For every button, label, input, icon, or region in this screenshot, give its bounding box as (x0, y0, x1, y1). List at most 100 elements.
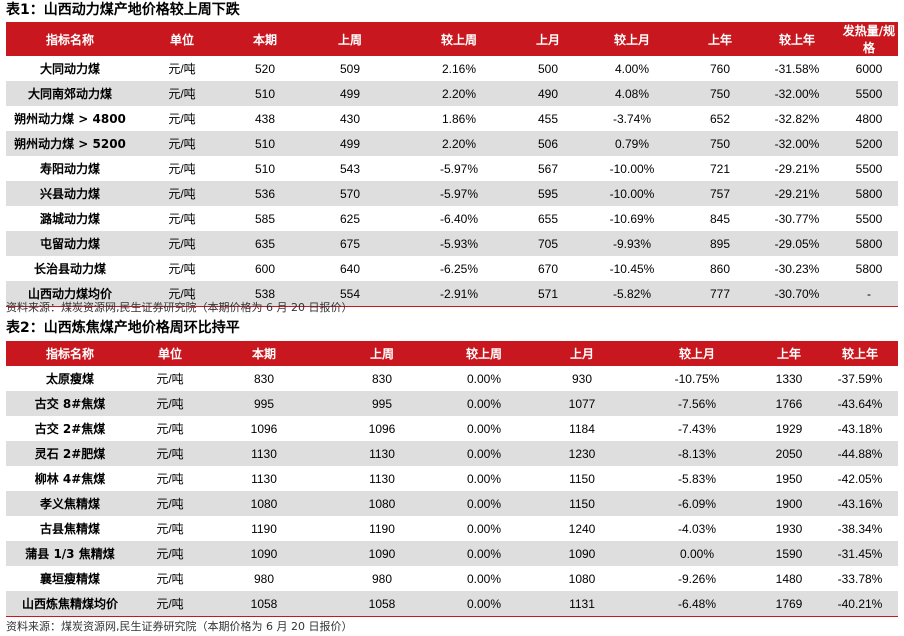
table-cell: 1090 (206, 541, 322, 566)
table-cell: 0.00% (466, 421, 502, 436)
row-label-cell: 潞城动力煤 (39, 212, 100, 226)
column-header: 单位 (134, 22, 230, 56)
table-cell: 1131 (526, 591, 638, 617)
table-cell: 1480 (775, 571, 803, 586)
table-cell: 1150 (526, 491, 638, 516)
table-cell: 元/吨 (134, 281, 230, 307)
table-cell: 670 (537, 261, 559, 276)
row-label-cell: 襄垣瘦精煤 (39, 572, 100, 586)
table-row: 古交 2#焦煤 元/吨 1096 1096 0.00% 1184 -7.43% 1929 -43… (6, 416, 898, 441)
table-row: 长治县动力煤 元/吨 600 640 -6.25% 670 -10.45% 860 -30.23… (6, 256, 898, 281)
table-cell: 1080 (206, 491, 322, 516)
table-cell: 543 (339, 161, 361, 176)
table-row: 太原瘦煤 元/吨 830 830 0.00% 930 -10.75% 1330 -37.59% (6, 366, 898, 391)
table-cell: 430 (339, 111, 361, 126)
table-cell: 5500 (855, 211, 883, 226)
row-label-cell: 寿阳动力煤 (39, 162, 100, 176)
row-label-cell: 山西炼焦精煤均价 (6, 591, 134, 617)
table-cell: 830 (371, 371, 393, 386)
row-label-cell: 朔州动力煤 > 4800 (14, 112, 126, 126)
column-header: 本期 (206, 341, 322, 366)
table-cell: -30.77% (774, 211, 820, 226)
table-cell: 595 (518, 181, 578, 206)
row-label-cell: 大同南郊动力煤 (6, 81, 134, 106)
table-cell: 1950 (775, 471, 803, 486)
table-cell: 2.16% (441, 61, 477, 76)
table-cell: 元/吨 (134, 181, 230, 206)
row-label-cell: 屯留动力煤 (6, 231, 134, 256)
table-cell: 5800 (855, 261, 883, 276)
table-cell: 571 (518, 281, 578, 307)
table-cell: 845 (709, 211, 731, 226)
table-cell: 1184 (569, 421, 595, 436)
table-cell: 1080 (568, 571, 596, 586)
table-cell: 625 (339, 211, 361, 226)
table-cell: 830 (253, 371, 275, 386)
table-cell: 2.20% (400, 81, 518, 106)
table-cell: -43.64% (822, 391, 898, 416)
table-cell: 895 (686, 231, 754, 256)
table-row: 兴县动力煤 元/吨 536 570 -5.97% 595 -10.00% 757 -29.21%… (6, 181, 898, 206)
table-cell: 1130 (369, 471, 395, 486)
table-cell: 元/吨 (134, 81, 230, 106)
table2-header-row: 指标名称 单位 本期 上周 较上周 上月 较上月 上年 较上年 (6, 341, 898, 366)
table-cell: -44.88% (822, 441, 898, 466)
table-cell: 4.00% (614, 61, 650, 76)
table-cell: 705 (518, 231, 578, 256)
table-cell: 757 (686, 181, 754, 206)
table-cell: 1590 (756, 541, 822, 566)
table-cell: 995 (322, 391, 442, 416)
row-label-cell: 古交 8#焦煤 (6, 391, 134, 416)
table-cell: 536 (230, 181, 300, 206)
table-cell: 655 (537, 211, 559, 226)
table1-title: 表1：山西动力煤产地价格较上周下跌 (6, 2, 240, 18)
table-cell: 2.20% (400, 131, 518, 156)
table-cell: 1190 (369, 521, 395, 536)
table-cell: 5200 (840, 131, 898, 156)
table-cell: 4.08% (578, 81, 686, 106)
table-cell: 1058 (322, 591, 442, 617)
table-cell: 860 (709, 261, 731, 276)
table-cell: 1130 (322, 441, 442, 466)
table-cell: 元/吨 (168, 162, 196, 176)
column-header: 发热量/规格 (840, 22, 898, 56)
table-cell: 675 (300, 231, 400, 256)
table-row: 襄垣瘦精煤 元/吨 980 980 0.00% 1080 -9.26% 1480 -33.78% (6, 566, 898, 591)
table-cell: 510 (230, 131, 300, 156)
table-cell: -9.26% (677, 571, 717, 586)
table-cell: -7.43% (677, 421, 717, 436)
table-row: 屯留动力煤 元/吨 635 675 -5.93% 705 -9.93% 895 -29.05% 5… (6, 231, 898, 256)
table-cell: -30.23% (774, 261, 820, 276)
table-row: 大同南郊动力煤 元/吨 510 499 2.20% 490 4.08% 750 -32.00% 5… (6, 81, 898, 106)
table-row: 朔州动力煤 > 4800 元/吨 438 430 1.86% 455 -3.74% 652 -3… (6, 106, 898, 131)
table-cell: -2.91% (400, 281, 518, 307)
table-cell: -10.00% (578, 181, 686, 206)
column-header: 上年 (686, 22, 754, 56)
table-cell: -6.48% (638, 591, 756, 617)
table-cell: 1130 (206, 441, 322, 466)
table-row: 山西炼焦精煤均价 元/吨 1058 1058 0.00% 1131 -6.48% 1769 -4… (6, 591, 898, 617)
table-cell: 元/吨 (134, 231, 230, 256)
table-cell: 721 (709, 161, 731, 176)
row-label-cell: 孝义焦精煤 (6, 491, 134, 516)
table-cell: -10.00% (609, 161, 655, 176)
table-cell: -5.83% (677, 471, 717, 486)
table-cell: -5.93% (400, 231, 518, 256)
table-cell: 930 (571, 371, 593, 386)
table-cell: 0.79% (578, 131, 686, 156)
table-cell: 0.00% (442, 391, 526, 416)
table-cell: 554 (300, 281, 400, 307)
table-cell: 1130 (251, 471, 277, 486)
table-cell: 995 (206, 391, 322, 416)
column-header: 指标名称 (6, 341, 134, 366)
table-cell: -40.21% (822, 591, 898, 617)
column-header: 本期 (230, 22, 300, 56)
table-cell: 2050 (756, 441, 822, 466)
table-cell: 600 (254, 261, 276, 276)
table-row: 灵石 2#肥煤 元/吨 1130 1130 0.00% 1230 -8.13% 2050 -44… (6, 441, 898, 466)
table-cell: 499 (300, 131, 400, 156)
table-cell: 1769 (756, 591, 822, 617)
table-cell: 1090 (526, 541, 638, 566)
table-cell: 0.00% (638, 541, 756, 566)
table-cell: 元/吨 (168, 262, 196, 276)
